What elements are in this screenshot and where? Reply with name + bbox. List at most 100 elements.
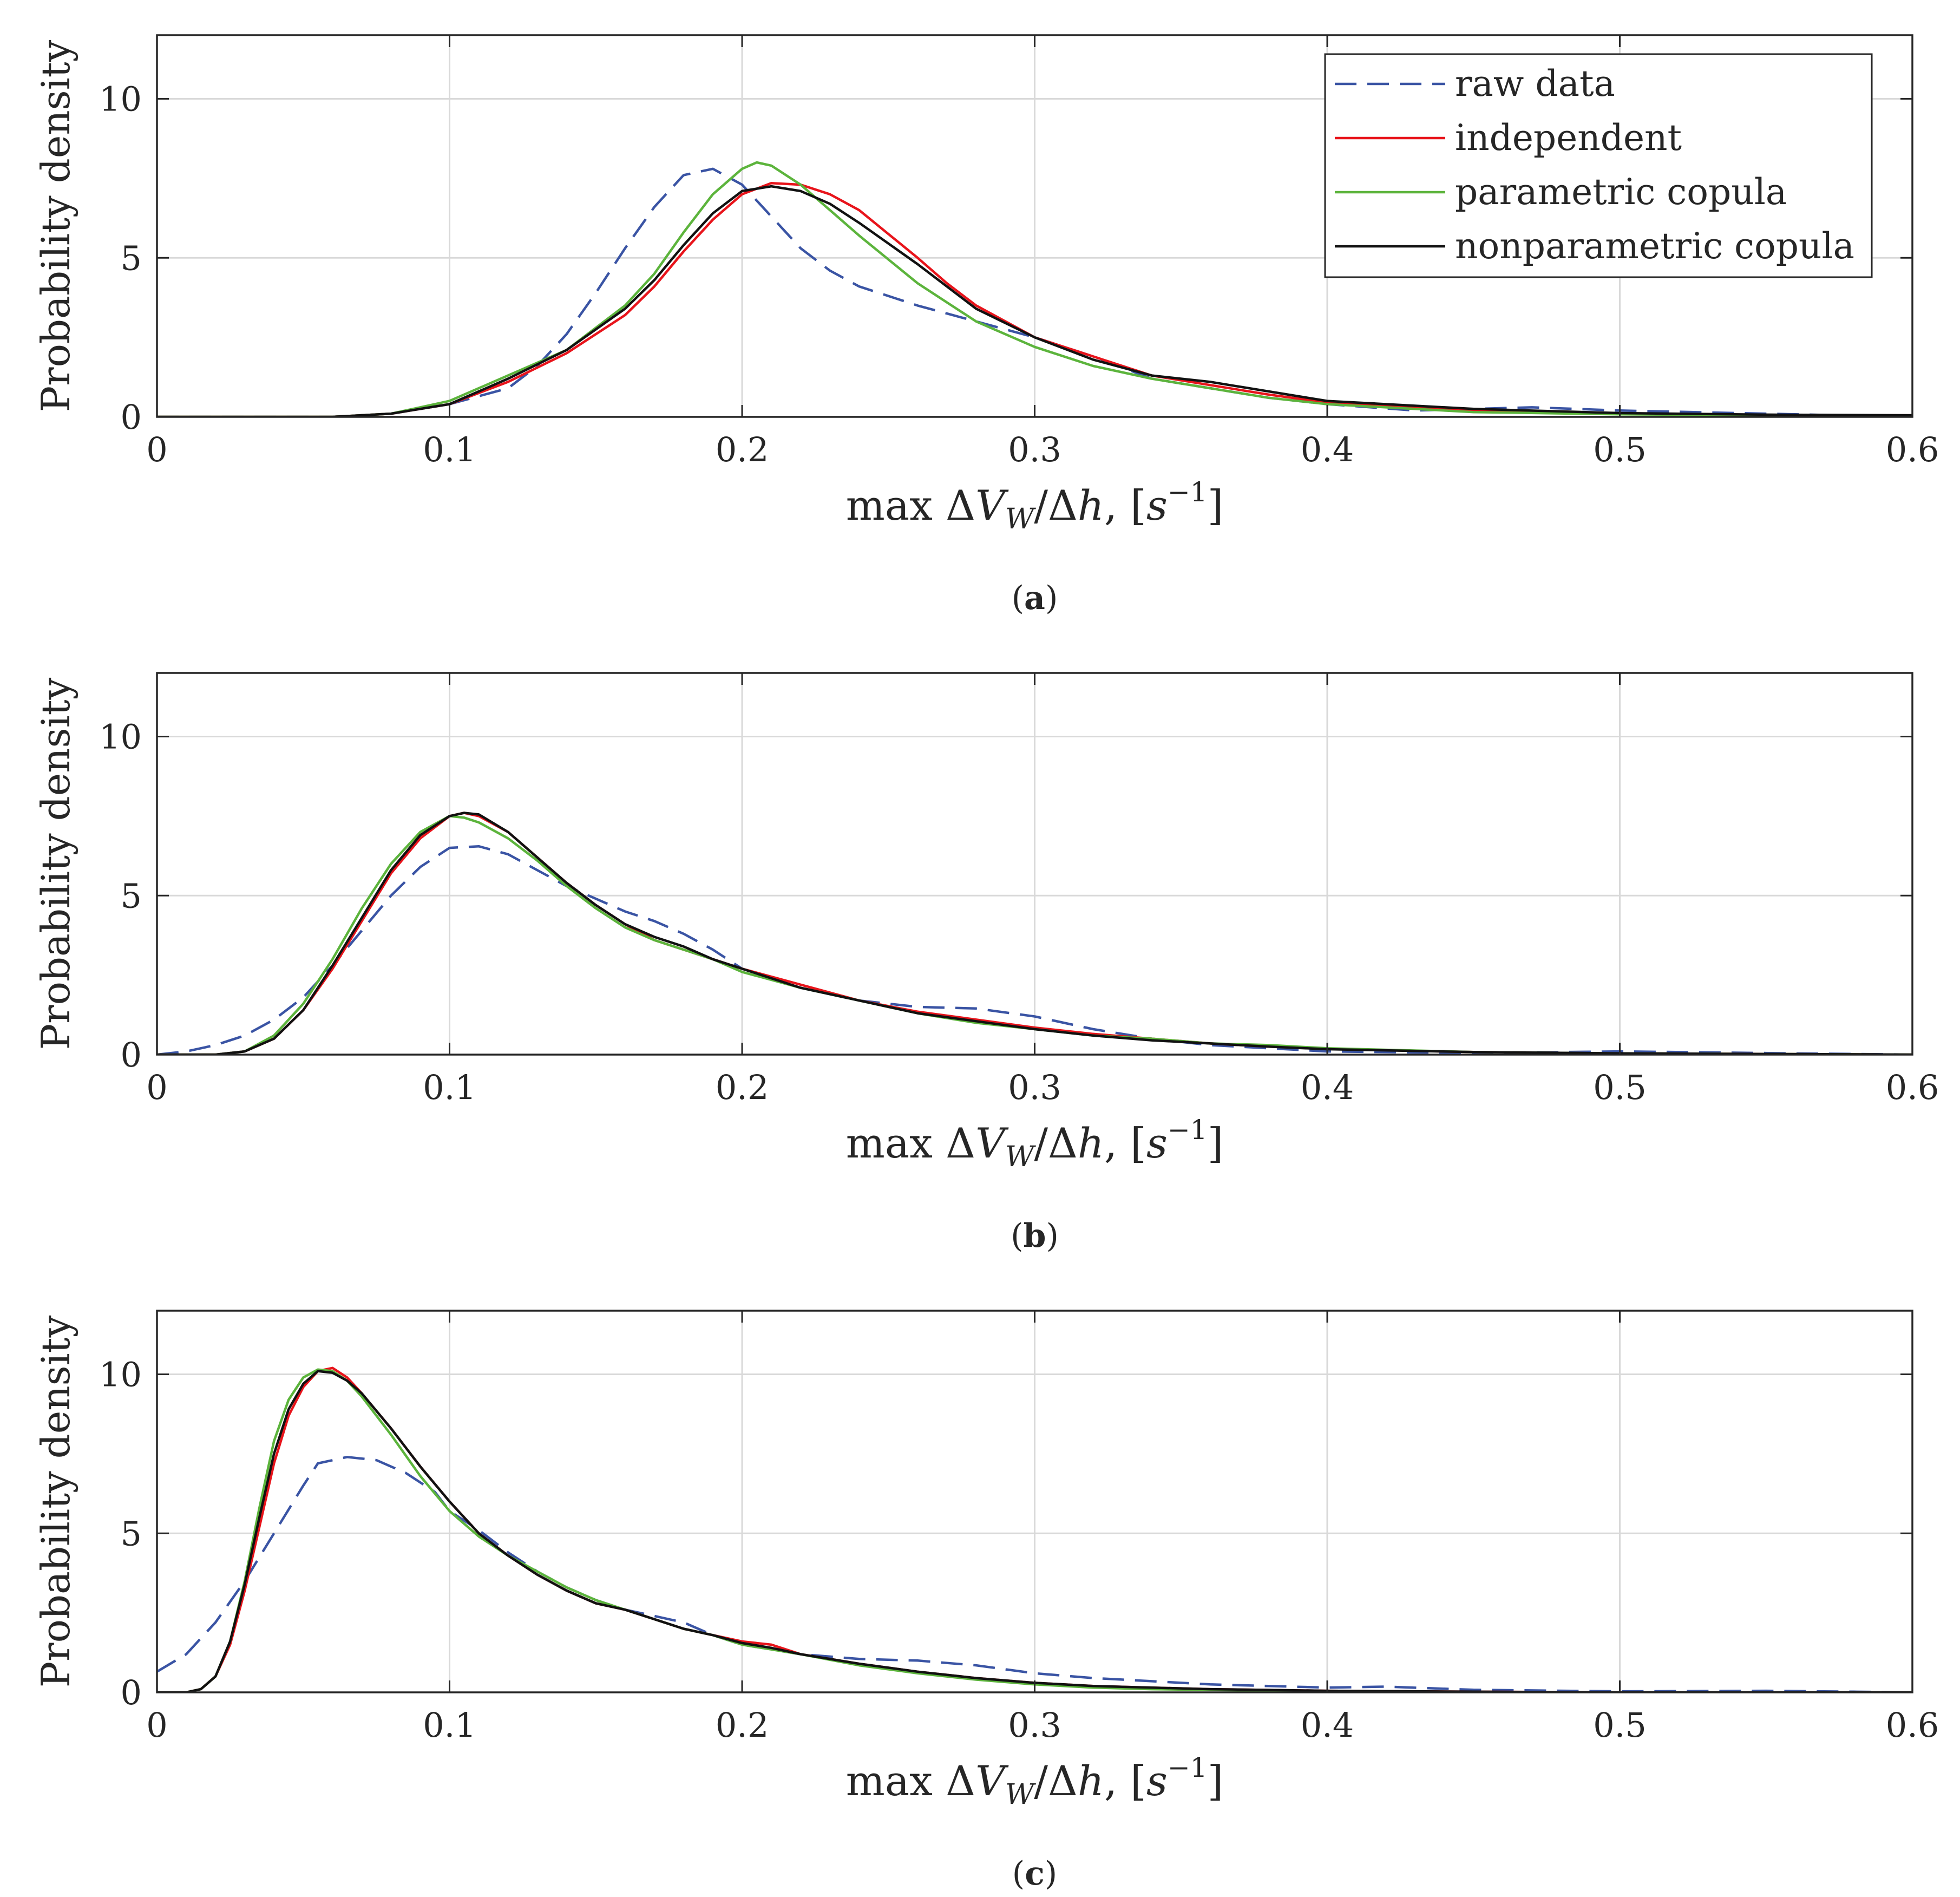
x-axis-label: max ΔVW/Δh, [s−1] [846, 1114, 1223, 1173]
x-tick-label: 0.1 [423, 1068, 476, 1107]
x-axis-label-part: h [1078, 1757, 1104, 1805]
series-line-nonparametric [157, 1370, 1912, 1692]
x-tick-label: 0.4 [1301, 430, 1354, 469]
x-axis-label-part: V [975, 481, 1009, 529]
x-axis-label-part: −1 [1168, 1752, 1208, 1783]
legend-label: nonparametric copula [1455, 225, 1854, 267]
x-tick-label: 0.3 [1008, 1068, 1061, 1107]
series-line-nonparametric [157, 812, 1912, 1055]
chart-panel-a: 0 0.1 0.2 0.3 0.4 0.5 0.6 0 5 10 Probability densi… [33, 34, 1939, 617]
caption-letter: b [1024, 1217, 1046, 1255]
series-line-raw [157, 1456, 1912, 1692]
x-axis-label-part: [ [1130, 1119, 1146, 1167]
x-axis-label-part: s [1146, 481, 1168, 529]
x-axis-label-part: max [846, 1757, 946, 1805]
caption-open-paren: ( [1012, 579, 1024, 617]
caption-letter: c [1025, 1855, 1045, 1893]
x-axis-label-part: h [1078, 481, 1104, 529]
x-axis-label: max ΔVW/Δh, [s−1] [846, 476, 1223, 535]
x-tick-label: 0.5 [1593, 430, 1647, 469]
legend-label: parametric copula [1455, 171, 1787, 213]
caption-letter: a [1024, 579, 1045, 617]
y-tick-label: 5 [121, 1514, 142, 1553]
caption-open-paren: ( [1011, 1217, 1023, 1255]
x-axis-label-part: ] [1208, 1119, 1224, 1167]
x-axis-label-part: s [1146, 1757, 1168, 1805]
caption-close-paren: ) [1045, 1855, 1057, 1893]
y-axis-label: Probability density [33, 1315, 78, 1687]
caption-close-paren: ) [1046, 1217, 1058, 1255]
chart-panel-b: 0 0.1 0.2 0.3 0.4 0.5 0.6 0 5 10 Probability densi… [33, 672, 1939, 1255]
legend-label: independent [1455, 117, 1682, 159]
caption-open-paren: ( [1012, 1855, 1025, 1893]
x-axis-label-part: , [1104, 1119, 1130, 1167]
series-line-independent [157, 181, 1912, 417]
y-tick-label: 5 [121, 876, 142, 915]
panel-caption: (a) [1012, 579, 1058, 617]
x-tick-label: 0.4 [1301, 1068, 1354, 1107]
x-tick-label: 0.2 [716, 1705, 769, 1745]
x-axis-label-part: , [1104, 481, 1130, 529]
x-tick-label: 0.4 [1301, 1705, 1354, 1745]
y-tick-label: 10 [99, 1355, 142, 1395]
x-tick-label: 0.3 [1008, 430, 1061, 469]
x-tick-label: 0.2 [716, 430, 769, 469]
x-tick-label: 0 [146, 1068, 167, 1107]
x-tick-label: 0.1 [423, 1705, 476, 1745]
x-axis-label-part: Δ [946, 481, 975, 529]
x-axis-label-part: max [846, 1119, 946, 1167]
caption-close-paren: ) [1045, 579, 1058, 617]
x-tick-label: 0.5 [1593, 1705, 1647, 1745]
x-axis-label-part: , [1104, 1757, 1130, 1805]
x-axis-label-part: max [846, 481, 946, 529]
x-axis-label-part: W [1005, 503, 1036, 535]
x-axis-label-part: s [1146, 1119, 1168, 1167]
series-line-nonparametric [157, 185, 1912, 417]
panel-caption: (c) [1012, 1855, 1057, 1893]
y-tick-label: 10 [99, 717, 142, 757]
y-tick-label: 10 [99, 80, 142, 119]
y-tick-label: 0 [121, 1035, 142, 1075]
x-axis-label-part: −1 [1168, 476, 1208, 508]
x-tick-label: 0.2 [716, 1068, 769, 1107]
x-axis-label-part: Δ [946, 1757, 975, 1805]
x-axis-label-part: Δ [1048, 1119, 1078, 1167]
x-axis-label-part: [ [1130, 1757, 1146, 1805]
x-axis-label-part: Δ [946, 1119, 975, 1167]
x-tick-label: 0.3 [1008, 1705, 1061, 1745]
x-axis-label-part: W [1005, 1778, 1036, 1811]
series-line-raw [157, 845, 1912, 1055]
x-tick-label: 0 [146, 430, 167, 469]
x-tick-label: 0 [146, 1705, 167, 1745]
x-axis-label-part: W [1005, 1141, 1036, 1173]
x-axis-label-part: ] [1208, 1757, 1224, 1805]
x-tick-label: 0.6 [1886, 1068, 1939, 1107]
y-tick-label: 0 [121, 1673, 142, 1712]
x-tick-label: 0.6 [1886, 430, 1939, 469]
x-axis-label-part: Δ [1048, 481, 1078, 529]
x-axis-label-part: / [1034, 1119, 1048, 1167]
legend-label: raw data [1455, 63, 1615, 104]
x-tick-label: 0.6 [1886, 1705, 1939, 1745]
x-axis-label-part: V [975, 1119, 1009, 1167]
x-axis-label-part: [ [1130, 481, 1146, 529]
x-tick-label: 0.1 [423, 430, 476, 469]
y-axis-label: Probability density [33, 40, 78, 412]
panel-caption: (b) [1011, 1217, 1059, 1255]
legend-box [1324, 53, 1873, 278]
x-tick-label: 0.5 [1593, 1068, 1647, 1107]
x-axis-label-part: −1 [1168, 1114, 1208, 1146]
x-axis-label-part: / [1034, 1757, 1048, 1805]
legend: raw data independent parametric copula nonp… [1324, 53, 1873, 278]
x-axis-label-part: ] [1208, 481, 1224, 529]
x-axis-label-part: h [1078, 1119, 1104, 1167]
chart-panel-c: 0 0.1 0.2 0.3 0.4 0.5 0.6 0 5 10 Probability densi… [33, 1310, 1939, 1893]
series-line-parametric [157, 161, 1912, 417]
series-line-parametric [157, 1368, 1912, 1692]
x-axis-label-part: / [1034, 481, 1048, 529]
x-axis-label-part: V [975, 1757, 1009, 1805]
x-axis-label-part: Δ [1048, 1757, 1078, 1805]
x-axis-label: max ΔVW/Δh, [s−1] [846, 1752, 1223, 1811]
y-tick-label: 5 [121, 238, 142, 278]
y-tick-label: 0 [121, 397, 142, 437]
